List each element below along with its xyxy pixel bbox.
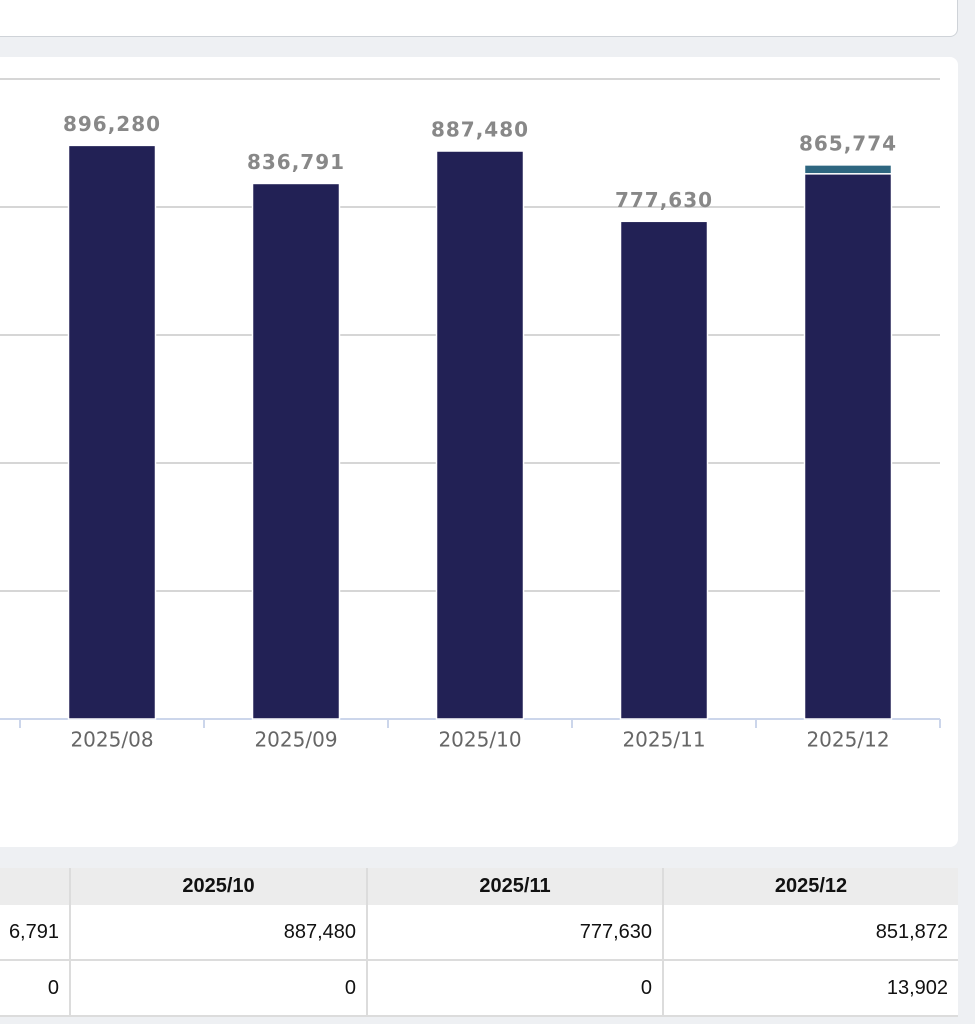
table-cell: 777,630 — [367, 905, 664, 961]
table-cell: 0 — [367, 960, 664, 1017]
x-tick-label: 2025/09 — [254, 728, 337, 752]
table-row: 6,791 887,480 777,630 851,872 — [0, 905, 958, 961]
total-label: 865,774 — [799, 131, 897, 155]
bar-segment — [435, 150, 525, 720]
table-row: 0 0 0 13,902 — [0, 960, 958, 1017]
bar-segment — [803, 164, 893, 175]
table-cell: 13,902 — [663, 960, 958, 1017]
bar-segment — [67, 144, 157, 720]
header-cell: 2025/12 — [663, 868, 958, 905]
total-label: 896,280 — [63, 112, 161, 136]
x-tick-label: 2025/11 — [622, 728, 705, 752]
bar-segment — [619, 220, 709, 720]
chart: 2025/08 896,280 2025/09 836,791 2025/10 887,4… — [0, 78, 941, 752]
total-label: 887,480 — [431, 118, 529, 142]
data-table: 2025/10 2025/11 2025/12 6,791 887,480 77… — [0, 868, 958, 1017]
total-label: 777,630 — [615, 188, 713, 212]
table-cell: 6,791 — [0, 905, 71, 961]
header-cell: 2025/11 — [367, 868, 664, 905]
x-tick-label: 2025/12 — [806, 728, 889, 752]
bar-segment — [251, 182, 341, 720]
header-row: 2025/10 2025/11 2025/12 — [0, 868, 958, 905]
x-tick-label: 2025/08 — [70, 728, 153, 752]
table-cell: 851,872 — [663, 905, 958, 961]
header-cell — [0, 868, 71, 905]
table-cell: 0 — [0, 960, 71, 1017]
x-tick-label: 2025/10 — [438, 728, 521, 752]
table-cell: 0 — [70, 960, 368, 1017]
table-cell: 887,480 — [70, 905, 368, 961]
header-cell: 2025/10 — [70, 868, 368, 905]
total-label: 836,791 — [247, 150, 345, 174]
bar-segment — [803, 173, 893, 720]
top-panel — [0, 0, 958, 37]
